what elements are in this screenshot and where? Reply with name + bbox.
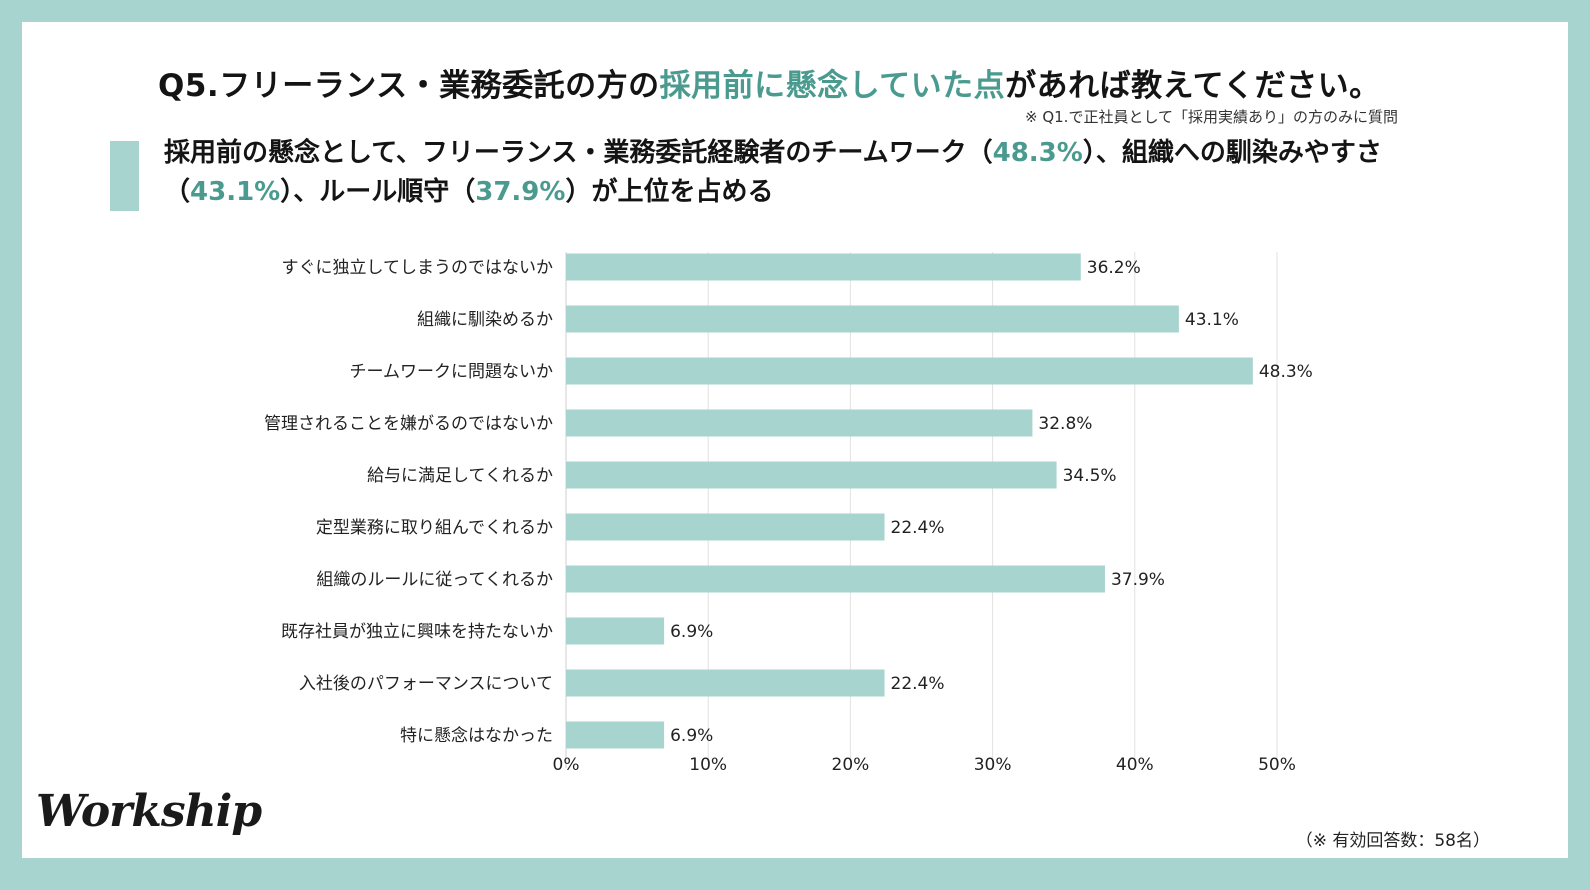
summary-value: 37.9% [475,177,566,207]
respondent-count: （※ 有効回答数：58名） [1295,831,1490,851]
bar [566,461,1057,489]
category-label: 入社後のパフォーマンスについて [299,674,553,694]
value-label: 22.4% [891,674,945,694]
value-label: 37.9% [1111,570,1165,590]
bar [566,565,1105,593]
category-label: 給与に満足してくれるか [367,466,553,486]
value-label: 6.9% [670,622,713,642]
value-label: 32.8% [1038,414,1092,434]
x-tick-label: 40% [1116,755,1154,775]
value-label: 36.2% [1087,258,1141,278]
page-title: Q5.フリーランス・業務委託の方の採用前に懸念していた点があれば教えてください。 [158,60,1381,105]
value-label: 48.3% [1259,362,1313,382]
x-tick-label: 0% [553,755,580,775]
bar [566,513,885,541]
summary-part: ）、ルール順守（ [280,177,476,207]
summary-value: 43.1% [190,177,281,207]
summary-part: ）が上位を占める [565,177,774,207]
title-suffix: があれば教えてください。 [1005,68,1381,104]
category-label: 定型業務に取り組んでくれるか [316,518,553,538]
summary-text: 採用前の懸念として、フリーランス・業務委託経験者のチームワーク（48.3%）、組… [164,134,1524,212]
question-note: ※ Q1.で正社員として「採用実績あり」の方のみに質問 [1024,108,1398,126]
bar [566,305,1179,333]
value-label: 22.4% [891,518,945,538]
category-label: 管理されることを嫌がるのではないか [264,414,553,434]
value-label: 6.9% [670,726,713,746]
bar [566,721,665,749]
category-label: チームワークに問題ないか [350,362,554,382]
category-label: 特に懸念はなかった [400,725,553,746]
chart-card [22,22,1568,858]
value-label: 43.1% [1185,310,1239,330]
summary-value: 48.3% [992,138,1083,168]
x-tick-label: 50% [1258,755,1296,775]
bar [566,409,1033,437]
title-highlight: 採用前に懸念していた点 [659,68,1006,104]
x-tick-label: 20% [832,755,870,775]
category-label: 既存社員が独立に興味を持たないか [281,622,553,642]
title-prefix: Q5.フリーランス・業務委託の方の [158,68,660,104]
category-label: すぐに独立してしまうのではないか [282,258,554,278]
bar [566,669,885,697]
category-label: 組織のルールに従ってくれるか [316,570,553,590]
category-label: 組織に馴染めるか [417,310,553,330]
value-label: 34.5% [1063,466,1117,486]
summary-accent-bar [110,141,139,211]
x-tick-label: 10% [689,755,727,775]
workship-logo: Workship [36,786,262,837]
summary-part: ）、組織への馴染みやすさ（ [164,138,1382,207]
bar [566,253,1081,281]
bar [566,357,1253,385]
summary-part: 採用前の懸念として、フリーランス・業務委託経験者のチームワーク（ [164,138,993,168]
x-tick-label: 30% [974,755,1012,775]
bar [566,617,665,645]
